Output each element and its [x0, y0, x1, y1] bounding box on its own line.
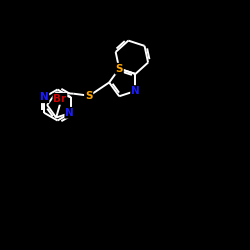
Text: S: S	[85, 91, 92, 101]
Text: N: N	[40, 92, 48, 102]
Text: Br: Br	[53, 94, 66, 104]
Text: S: S	[116, 64, 123, 74]
Text: N: N	[131, 86, 140, 96]
Text: N: N	[65, 108, 74, 118]
